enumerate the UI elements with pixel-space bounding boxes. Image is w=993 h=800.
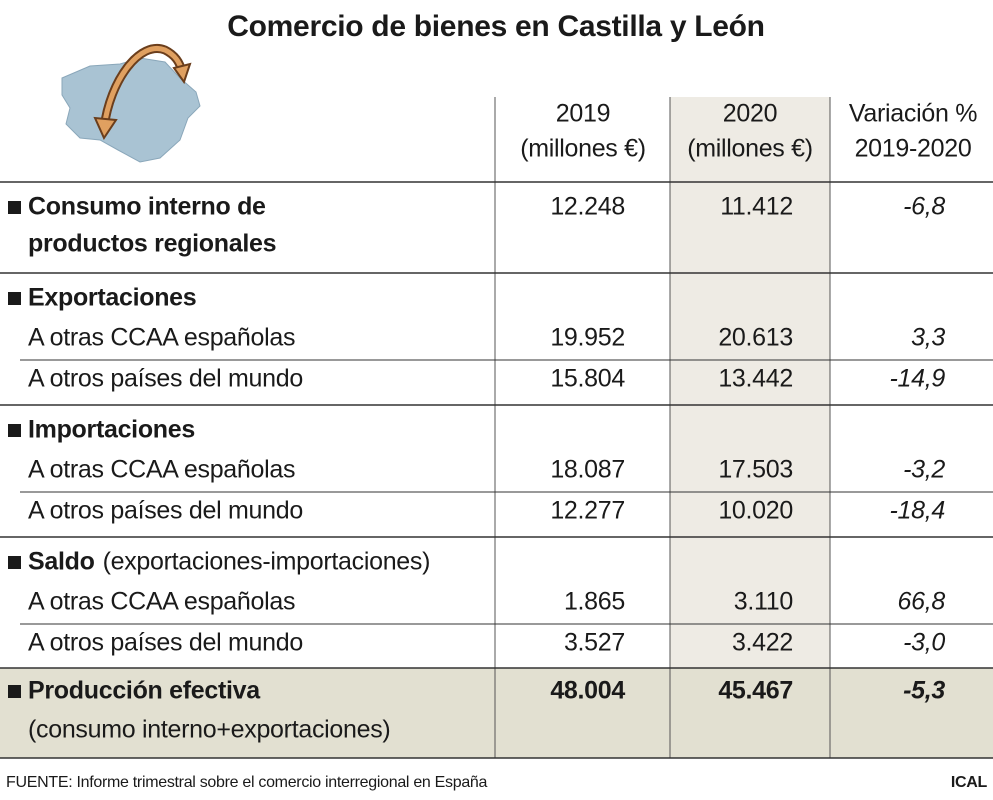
cell-value: 45.467 [718, 677, 793, 705]
group-title: Exportaciones [28, 284, 196, 312]
cell-value: 3,3 [911, 324, 945, 352]
row-label: A otras CCAA españolas [28, 324, 295, 352]
group-subtitle: (exportaciones-importaciones) [103, 548, 431, 576]
row-label: Consumo interno de [28, 193, 266, 221]
group-title: Importaciones [28, 416, 195, 444]
cell-value: 3.527 [564, 629, 625, 657]
cell-value: -5,3 [903, 677, 945, 705]
source: FUENTE: Informe trimestral sobre el come… [6, 774, 488, 791]
bullet [8, 292, 21, 305]
cell-value: 13.442 [718, 365, 793, 393]
row-label: A otros países del mundo [28, 365, 303, 393]
total-shade [0, 668, 993, 758]
total-label: Producción efectiva [28, 677, 261, 705]
bullet [8, 685, 21, 698]
cell-value: 3.422 [732, 629, 793, 657]
cell-value: 19.952 [550, 324, 625, 352]
column-header: 2020 [723, 100, 777, 128]
group-title: Saldo [28, 548, 95, 576]
cell-value: 10.020 [718, 497, 793, 525]
bullet [8, 424, 21, 437]
cell-value: -18,4 [890, 497, 945, 525]
cell-value: -6,8 [903, 193, 945, 221]
column-header: 2019 [556, 100, 610, 128]
row-label: A otros países del mundo [28, 629, 303, 657]
cell-value: 48.004 [550, 677, 625, 705]
column-header: 2019-2020 [855, 135, 972, 163]
cell-value: 1.865 [564, 588, 625, 616]
cell-value: 12.248 [550, 193, 625, 221]
title: Comercio de bienes en Castilla y León [227, 10, 764, 43]
credit: ICAL [951, 774, 988, 791]
bullet [8, 201, 21, 214]
cell-value: 12.277 [550, 497, 625, 525]
column-shade [670, 97, 830, 668]
cell-value: 3.110 [734, 588, 793, 616]
row-label: productos regionales [28, 230, 276, 258]
row-label: A otras CCAA españolas [28, 588, 295, 616]
column-header: (millones €) [687, 135, 813, 163]
column-header: Variación % [849, 100, 977, 128]
row-label: A otros países del mundo [28, 497, 303, 525]
cell-value: 18.087 [550, 456, 625, 484]
total-note: (consumo interno+exportaciones) [28, 716, 390, 744]
cell-value: -3,0 [903, 629, 945, 657]
cell-value: 66,8 [898, 588, 946, 616]
cell-value: 11.412 [720, 193, 793, 221]
cell-value: 20.613 [718, 324, 793, 352]
column-header: (millones €) [520, 135, 646, 163]
cell-value: 17.503 [718, 456, 793, 484]
bullet [8, 556, 21, 569]
row-label: A otras CCAA españolas [28, 456, 295, 484]
map-icon [61, 44, 201, 163]
cell-value: 15.804 [550, 365, 625, 393]
cell-value: -3,2 [903, 456, 945, 484]
cell-value: -14,9 [890, 365, 946, 393]
